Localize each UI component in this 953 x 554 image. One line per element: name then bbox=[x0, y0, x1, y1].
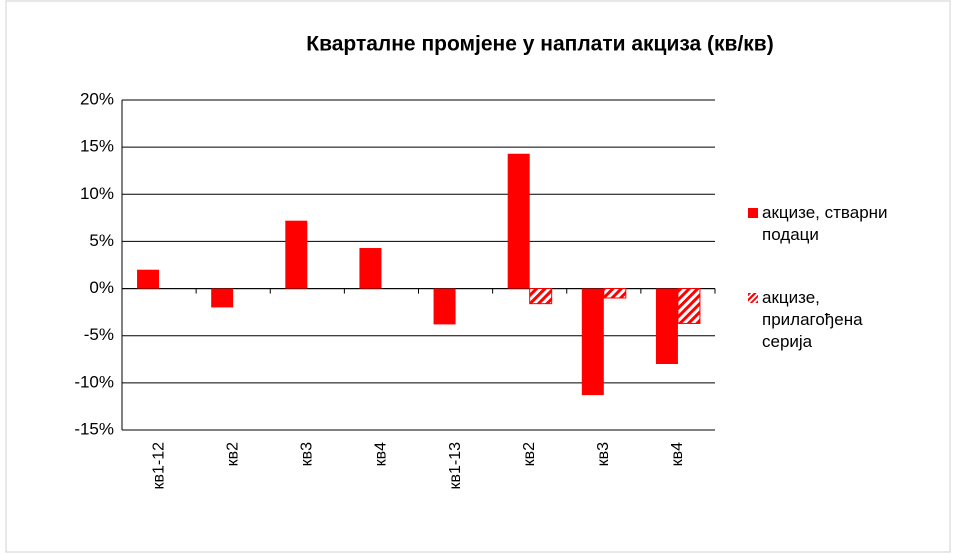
x-tick-label: кв2 bbox=[224, 442, 241, 467]
bar bbox=[677, 288, 701, 324]
x-tick-label: кв3 bbox=[595, 442, 612, 467]
bar bbox=[433, 288, 456, 325]
bar bbox=[581, 288, 604, 396]
x-tick-label: кв1-13 bbox=[447, 442, 464, 490]
y-tick-label: 15% bbox=[80, 137, 114, 156]
bar bbox=[655, 288, 678, 364]
bar bbox=[359, 248, 382, 289]
y-tick-label: 5% bbox=[89, 231, 114, 250]
legend-label: акцизе, стварни подаци bbox=[762, 203, 888, 244]
legend-item: акцизе, прилагођена серија bbox=[748, 287, 892, 353]
x-tick-label: кв1-12 bbox=[150, 442, 167, 490]
legend-key bbox=[748, 208, 758, 218]
legend-item: акцизе, стварни подаци bbox=[748, 202, 892, 246]
y-tick-label: 10% bbox=[80, 184, 114, 203]
y-tick-label: -5% bbox=[84, 325, 114, 344]
y-tick-label: -15% bbox=[74, 419, 114, 438]
x-tick-label: кв4 bbox=[669, 442, 686, 467]
x-tick-label: кв3 bbox=[299, 442, 316, 467]
x-tick-label: кв4 bbox=[373, 442, 390, 467]
y-tick-label: 20% bbox=[80, 89, 114, 108]
x-tick-label: кв2 bbox=[521, 442, 538, 467]
bar bbox=[603, 288, 627, 299]
y-tick-label: -10% bbox=[74, 372, 114, 391]
chart-border bbox=[5, 0, 951, 553]
chart-title: Кварталне промјене у наплати акциза (кв/… bbox=[306, 33, 773, 56]
y-tick-label: 0% bbox=[89, 278, 114, 297]
legend-key bbox=[748, 293, 758, 303]
legend-label: акцизе, прилагођена серија bbox=[762, 288, 863, 351]
bar bbox=[137, 269, 160, 289]
bar bbox=[285, 220, 308, 289]
bar bbox=[211, 288, 234, 308]
bar bbox=[507, 153, 530, 289]
bar bbox=[529, 288, 553, 305]
